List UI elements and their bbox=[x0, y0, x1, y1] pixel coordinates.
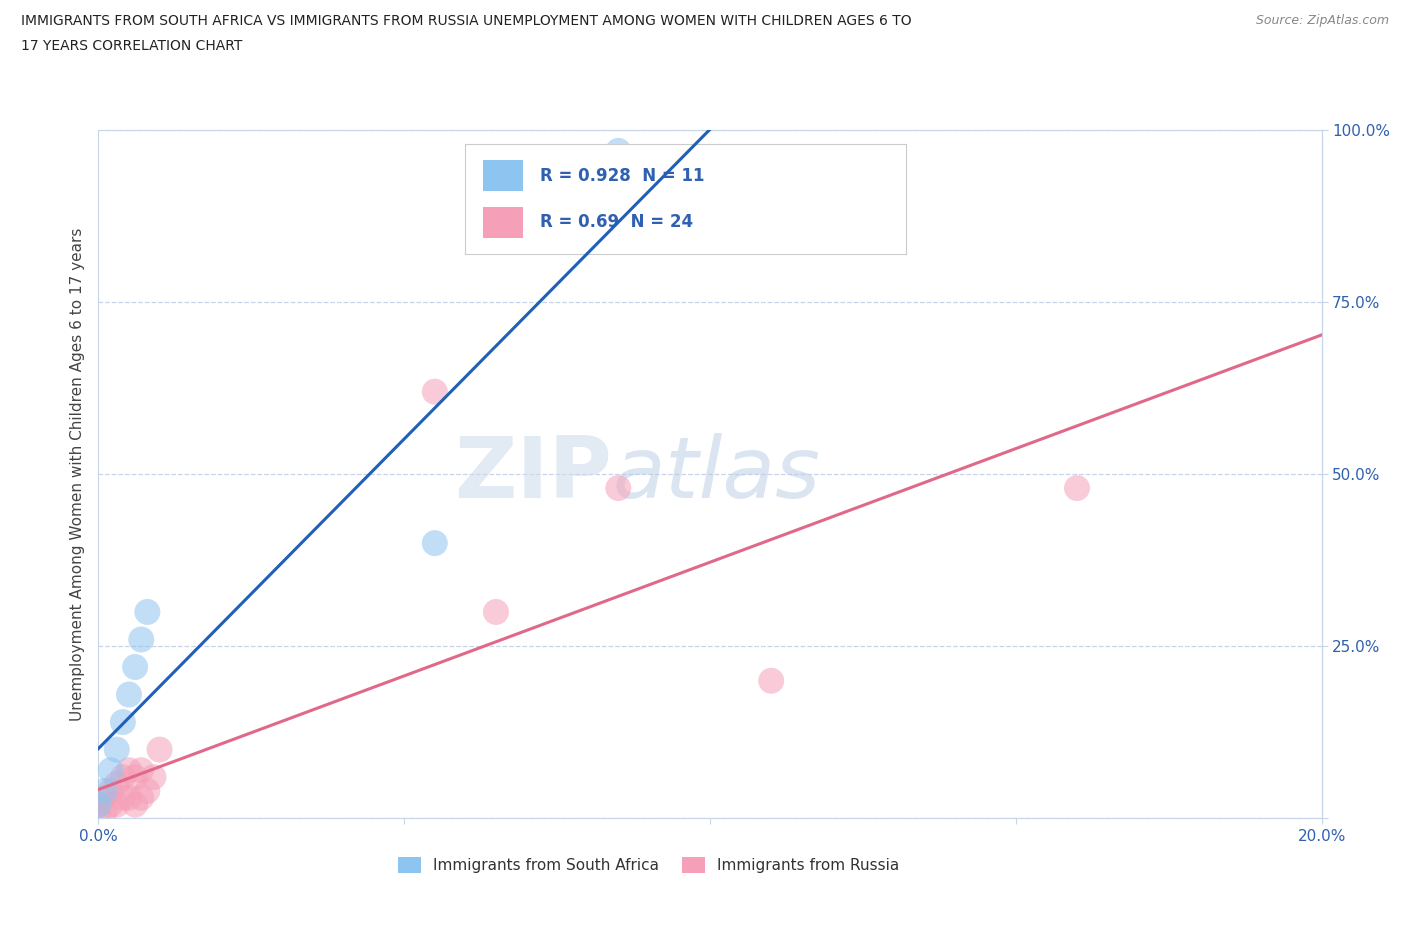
Point bbox=[124, 770, 146, 785]
Point bbox=[149, 742, 172, 757]
Point bbox=[105, 777, 128, 791]
Point bbox=[118, 790, 141, 805]
Point bbox=[111, 770, 134, 785]
Text: IMMIGRANTS FROM SOUTH AFRICA VS IMMIGRANTS FROM RUSSIA UNEMPLOYMENT AMONG WOMEN : IMMIGRANTS FROM SOUTH AFRICA VS IMMIGRAN… bbox=[21, 14, 911, 28]
Point bbox=[423, 384, 446, 399]
Point bbox=[87, 797, 110, 812]
Point bbox=[118, 687, 141, 702]
Point bbox=[136, 604, 159, 619]
Point bbox=[129, 632, 152, 647]
Text: atlas: atlas bbox=[612, 432, 820, 516]
Point bbox=[607, 143, 630, 158]
Point bbox=[100, 797, 122, 812]
Point bbox=[93, 790, 115, 805]
Point bbox=[111, 714, 134, 729]
Point bbox=[136, 783, 159, 798]
Point bbox=[485, 604, 508, 619]
Text: 17 YEARS CORRELATION CHART: 17 YEARS CORRELATION CHART bbox=[21, 39, 242, 53]
Text: ZIP: ZIP bbox=[454, 432, 612, 516]
Text: Source: ZipAtlas.com: Source: ZipAtlas.com bbox=[1256, 14, 1389, 27]
Point bbox=[111, 790, 134, 805]
Point bbox=[124, 659, 146, 674]
Point bbox=[93, 804, 115, 819]
Point bbox=[423, 536, 446, 551]
Point bbox=[759, 673, 782, 688]
Point bbox=[105, 797, 128, 812]
Point bbox=[118, 763, 141, 777]
Point bbox=[100, 783, 122, 798]
Point bbox=[1066, 481, 1088, 496]
Point bbox=[124, 797, 146, 812]
Y-axis label: Unemployment Among Women with Children Ages 6 to 17 years: Unemployment Among Women with Children A… bbox=[70, 228, 86, 721]
Legend: Immigrants from South Africa, Immigrants from Russia: Immigrants from South Africa, Immigrants… bbox=[392, 851, 905, 880]
Point bbox=[87, 804, 110, 819]
Point bbox=[93, 783, 115, 798]
Point bbox=[142, 770, 165, 785]
Point bbox=[87, 797, 110, 812]
Point bbox=[129, 790, 152, 805]
Point bbox=[607, 481, 630, 496]
Point bbox=[105, 742, 128, 757]
Point bbox=[129, 763, 152, 777]
Point bbox=[100, 763, 122, 777]
